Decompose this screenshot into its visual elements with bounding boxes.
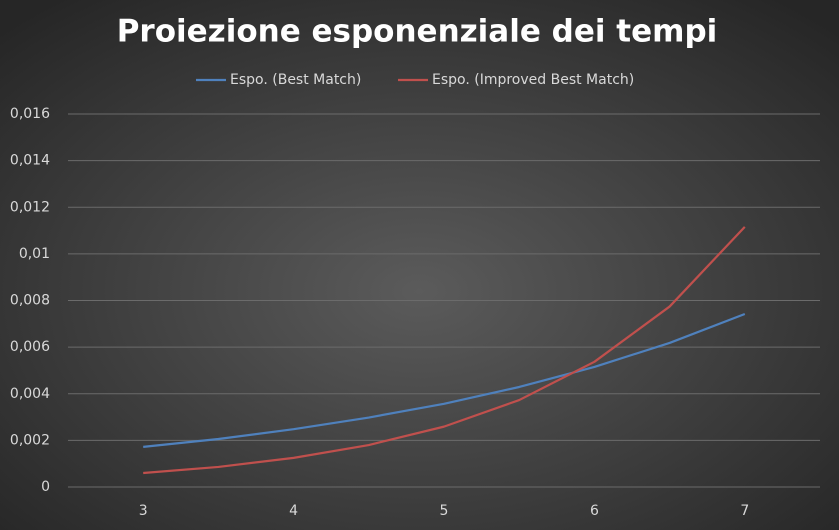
y-tick-label: 0,016: [10, 106, 50, 122]
y-tick-label: 0,01: [19, 246, 50, 262]
x-tick-label: 4: [289, 503, 298, 519]
y-tick-label: 0,004: [10, 386, 50, 402]
y-tick-label: 0,002: [10, 432, 50, 448]
x-tick-label: 3: [139, 503, 148, 519]
y-tick-label: 0,012: [10, 199, 50, 215]
y-tick-label: 0,006: [10, 339, 50, 355]
line-series: [143, 312, 746, 448]
x-tick-label: 6: [590, 503, 599, 519]
y-tick-label: 0,008: [10, 293, 50, 309]
x-tick-label: 7: [740, 503, 749, 519]
y-tick-label: 0,014: [10, 153, 50, 169]
line-series: [143, 226, 746, 475]
legend-label: Espo. (Improved Best Match): [432, 72, 634, 88]
x-tick-label: 5: [440, 503, 449, 519]
y-tick-label: 0: [41, 479, 50, 495]
legend-label: Espo. (Best Match): [230, 72, 361, 88]
chart-title: Proiezione esponenziale dei tempi: [117, 14, 718, 50]
